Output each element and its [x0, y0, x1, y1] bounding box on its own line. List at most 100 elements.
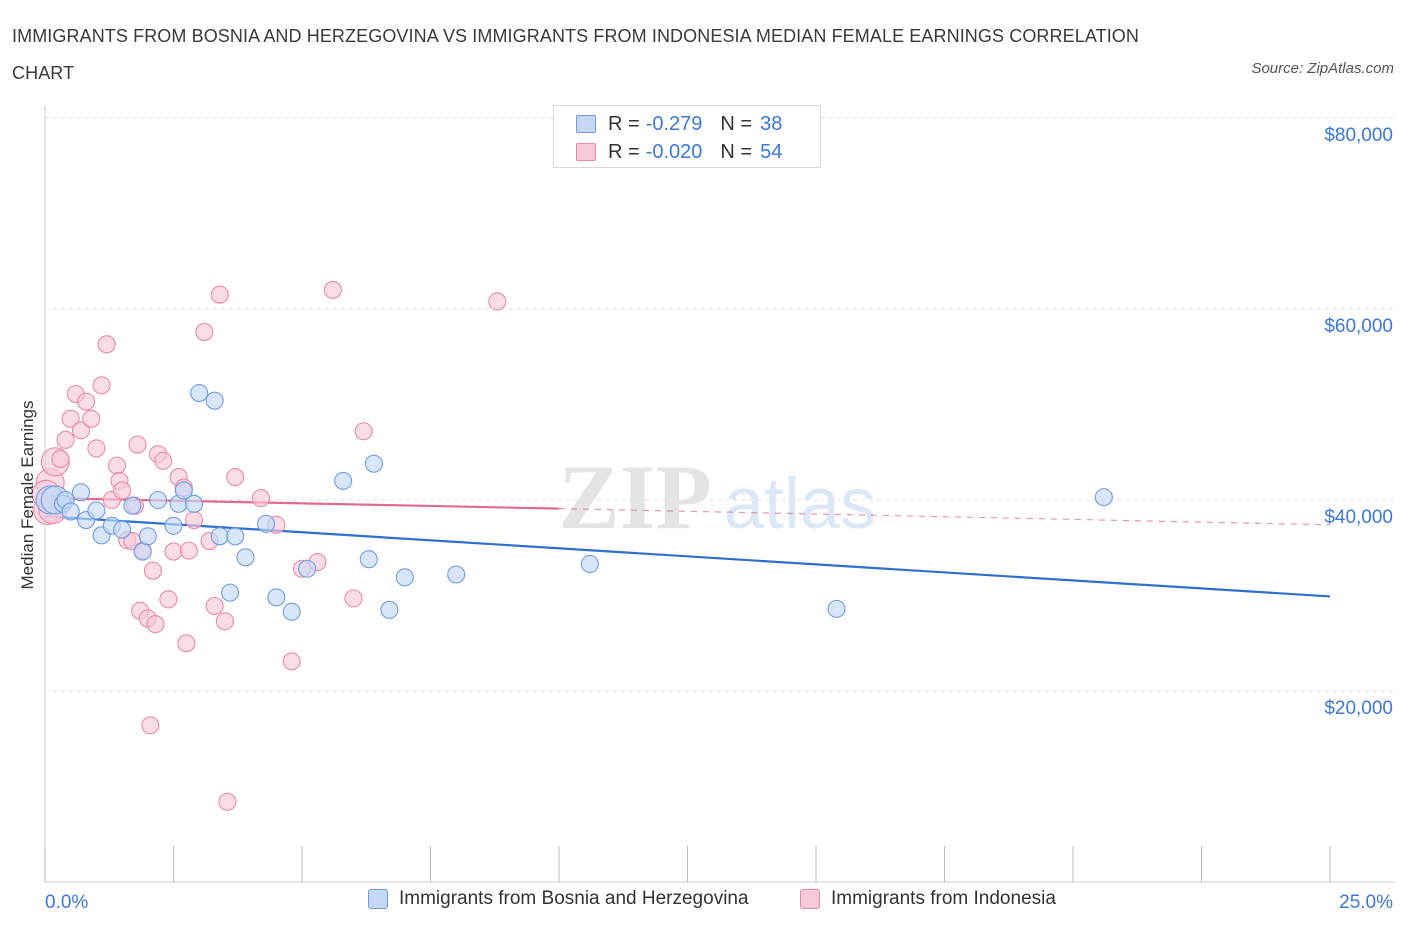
chart-title: IMMIGRANTS FROM BOSNIA AND HERZEGOVINA V…	[12, 26, 1139, 83]
data-point-bosnia	[220, 583, 240, 602]
data-point-indonesia	[51, 449, 70, 468]
data-point-indonesia	[107, 456, 127, 475]
data-point-bosnia	[149, 490, 168, 510]
axes	[44, 105, 1395, 883]
data-point-bosnia	[87, 501, 106, 520]
data-point-bosnia	[174, 481, 193, 500]
data-point-indonesia	[128, 435, 147, 454]
data-point-indonesia	[77, 392, 96, 411]
legend-r-label: R =	[608, 140, 640, 163]
data-point-bosnia	[113, 520, 132, 539]
data-point-indonesia	[282, 652, 301, 671]
data-point-bosnia	[133, 542, 152, 561]
series-legend: Immigrants from Bosnia and Herzegovina I…	[0, 888, 1406, 916]
legend-n-label: N =	[720, 140, 753, 163]
data-point-indonesia	[251, 489, 270, 508]
legend-n-value: 54	[760, 140, 783, 163]
data-point-indonesia	[185, 511, 204, 530]
source-label: Source: ZipAtlas.com	[1251, 60, 1394, 77]
data-point-bosnia	[61, 502, 80, 521]
watermark-zip: ZIP	[558, 446, 711, 548]
data-point-indonesia	[195, 322, 214, 341]
data-point-bosnia	[226, 527, 245, 546]
data-point-bosnia	[380, 600, 399, 619]
data-point-indonesia	[205, 596, 224, 616]
data-point-indonesia	[488, 292, 507, 311]
data-point-indonesia	[82, 409, 101, 428]
legend-label-bosnia: Immigrants from Bosnia and Herzegovina	[399, 888, 749, 909]
data-point-bosnia	[1094, 488, 1113, 507]
watermark-atlas: atlas	[724, 464, 876, 544]
data-point-bosnia	[236, 548, 255, 567]
y-tick-label: $20,000	[1324, 698, 1393, 719]
legend-row-indonesia: R = -0.020 N = 54	[576, 139, 782, 165]
x-tick-label-min: 0.0%	[45, 892, 88, 913]
data-point-indonesia	[210, 285, 229, 304]
data-point-bosnia	[267, 588, 286, 607]
data-point-indonesia	[56, 430, 75, 449]
data-point-indonesia	[71, 421, 91, 440]
legend-r-label: R =	[608, 112, 640, 135]
data-point-bosnia	[164, 516, 183, 535]
data-point-indonesia	[164, 542, 183, 561]
series-indonesia-points	[31, 280, 507, 811]
y-tick-label: $80,000	[1324, 125, 1393, 146]
data-point-indonesia	[179, 541, 198, 560]
data-point-bosnia	[282, 602, 301, 621]
data-point-bosnia	[364, 454, 384, 473]
y-axis-title: Median Female Earnings	[18, 401, 37, 590]
legend-row-bosnia: R = -0.279 N = 38	[576, 111, 782, 137]
correlation-legend: R = -0.279 N = 38 R = -0.020 N = 54	[553, 105, 821, 168]
data-point-indonesia	[87, 439, 106, 458]
data-point-indonesia	[146, 615, 165, 634]
data-point-indonesia	[61, 409, 80, 428]
data-point-bosnia	[185, 494, 204, 513]
data-point-indonesia	[323, 280, 342, 299]
data-point-bosnia	[395, 568, 414, 587]
y-tick-label: $40,000	[1324, 507, 1393, 528]
data-point-indonesia	[354, 422, 373, 441]
data-point-indonesia	[218, 792, 237, 811]
trend-line-extension	[558, 507, 1331, 526]
grid-lines	[45, 117, 1395, 692]
legend-swatch-pink	[800, 889, 820, 909]
data-point-bosnia	[580, 554, 599, 574]
data-point-indonesia	[92, 376, 111, 395]
data-point-indonesia	[141, 716, 160, 735]
data-point-bosnia	[298, 559, 317, 578]
y-tick-label: $60,000	[1324, 316, 1393, 337]
tick-labels: $20,000 $40,000 $60,000 $80,000 0.0% 25.0%	[45, 125, 1393, 913]
data-point-bosnia	[205, 391, 224, 410]
data-point-bosnia	[123, 496, 142, 515]
legend-swatch-blue	[368, 889, 388, 909]
legend-label-indonesia: Immigrants from Indonesia	[831, 888, 1056, 909]
data-point-indonesia	[113, 481, 132, 500]
data-point-bosnia	[71, 483, 91, 502]
legend-item-bosnia[interactable]: Immigrants from Bosnia and Herzegovina	[368, 888, 749, 910]
series-bosnia-points	[35, 383, 1113, 621]
data-point-bosnia	[190, 383, 209, 403]
legend-item-indonesia[interactable]: Immigrants from Indonesia	[800, 888, 1056, 910]
data-point-indonesia	[154, 451, 173, 470]
legend-swatch-blue	[576, 115, 596, 133]
data-point-bosnia	[447, 565, 466, 584]
data-point-bosnia	[210, 527, 229, 546]
data-point-indonesia	[215, 612, 234, 631]
legend-swatch-pink	[576, 143, 596, 161]
legend-r-value: -0.020	[645, 140, 703, 163]
legend-r-value: -0.279	[645, 112, 703, 135]
data-point-bosnia	[359, 550, 378, 569]
data-point-indonesia	[97, 335, 116, 354]
watermark: ZIP atlas	[558, 446, 876, 548]
data-point-bosnia	[827, 599, 846, 618]
data-point-bosnia	[138, 527, 157, 546]
legend-n-label: N =	[720, 112, 753, 135]
x-tick-label-max: 25.0%	[1339, 892, 1393, 913]
data-point-indonesia	[159, 590, 178, 609]
data-point-indonesia	[143, 561, 162, 580]
data-point-bosnia	[334, 471, 353, 490]
data-point-indonesia	[177, 634, 196, 653]
data-point-indonesia	[344, 589, 363, 608]
data-point-bosnia	[256, 514, 276, 533]
